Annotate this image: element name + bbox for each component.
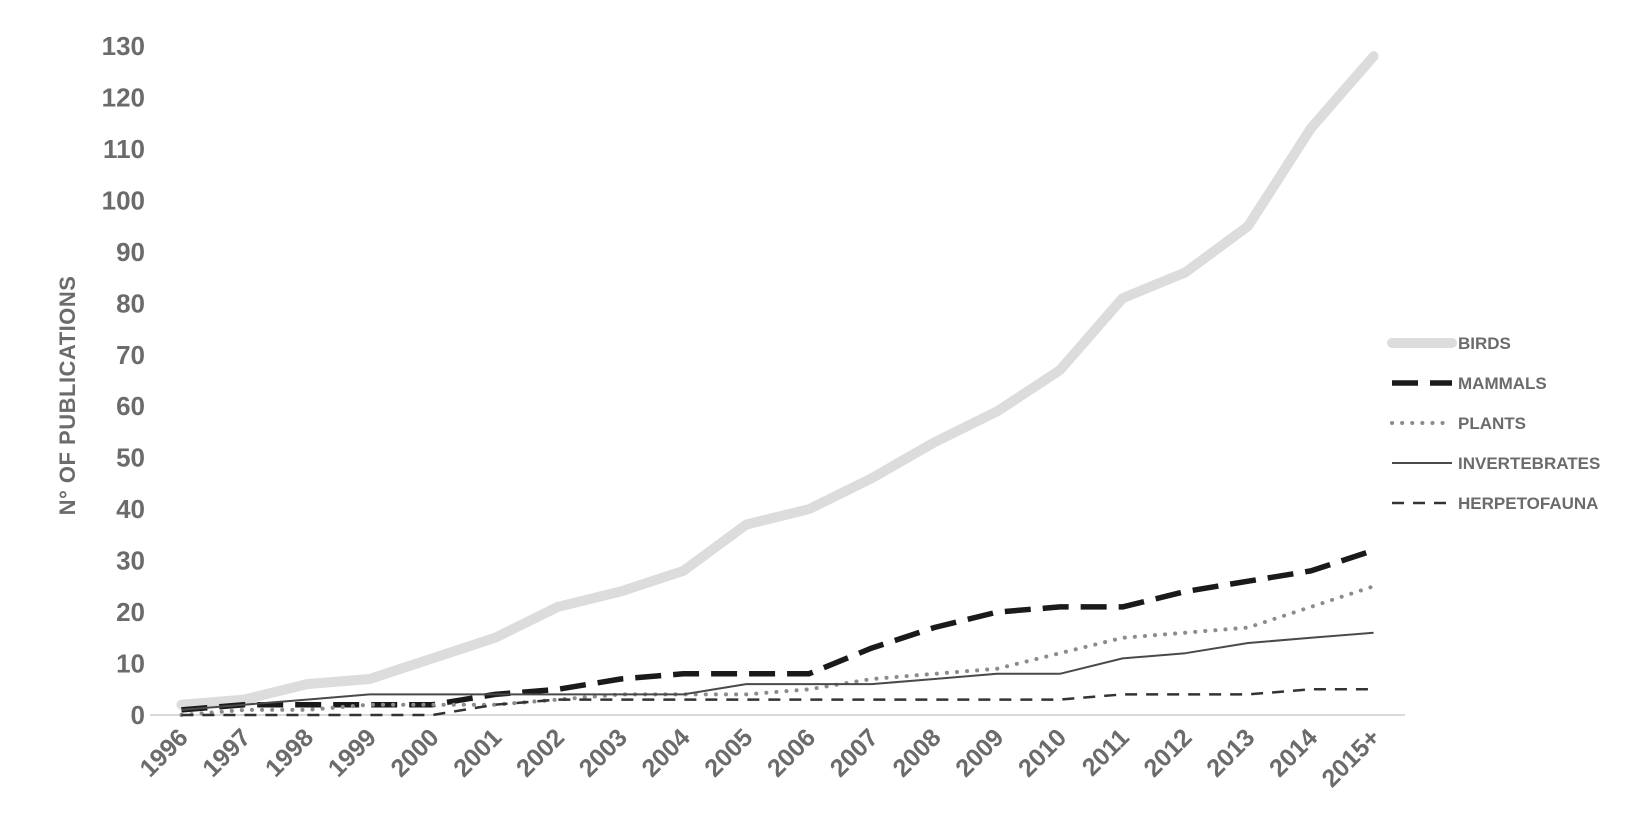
legend-label-herpetofauna: HERPETOFAUNA: [1458, 494, 1598, 513]
x-tick-label: 2003: [574, 723, 633, 782]
series-line-mammals: [181, 547, 1375, 713]
x-tick-label: 1996: [134, 723, 193, 782]
y-tick-label: 30: [116, 546, 145, 576]
y-axis-ticks: 0 10 20 30 40 50 60 70 80 90 100 110 120 130: [102, 31, 145, 730]
y-tick-label: 130: [102, 31, 145, 61]
x-tick-label: 2007: [825, 723, 884, 782]
x-tick-label: 2006: [762, 723, 821, 782]
y-tick-label: 80: [116, 288, 145, 318]
x-tick-label: 1999: [323, 723, 382, 782]
x-tick-label: 2013: [1201, 723, 1260, 782]
x-tick-label: 2012: [1138, 723, 1197, 782]
y-tick-label: 10: [116, 649, 145, 679]
y-tick-label: 40: [116, 494, 145, 524]
legend-label-birds: BIRDS: [1458, 334, 1511, 353]
x-tick-label: 1997: [197, 723, 256, 782]
x-tick-label: 2008: [887, 723, 946, 782]
y-tick-label: 60: [116, 391, 145, 421]
x-tick-label: 2000: [385, 723, 444, 782]
y-tick-label: 0: [131, 700, 145, 730]
y-tick-label: 110: [103, 134, 145, 164]
x-axis-ticks: 1996 1997 1998 1999 2000 2001 2002 2003 2004 2005…: [134, 723, 1385, 793]
y-tick-label: 50: [116, 443, 145, 473]
series-line-plants: [179, 584, 1376, 717]
y-tick-label: 120: [102, 82, 145, 112]
series-line-invertebrates: [181, 631, 1374, 711]
series-lines: [176, 51, 1379, 717]
x-tick-label: 2005: [699, 723, 758, 782]
x-tick-label: 2001: [448, 723, 507, 782]
x-tick-label: 2015+: [1316, 723, 1385, 792]
legend-label-invertebrates: INVERTEBRATES: [1458, 454, 1600, 473]
legend-label-mammals: MAMMALS: [1458, 374, 1547, 393]
y-tick-label: 90: [116, 237, 145, 267]
y-axis-title: N° OF PUBLICATIONS: [55, 276, 80, 516]
legend: BIRDS MAMMALS PLANTS INVERTEBRATES HERPETOFA…: [1387, 334, 1600, 513]
x-tick-label: 2004: [636, 723, 695, 782]
x-tick-label: 2009: [950, 723, 1009, 782]
x-tick-label: 1998: [260, 723, 319, 782]
y-tick-label: 20: [116, 597, 145, 627]
x-tick-label: 2010: [1013, 723, 1072, 782]
y-tick-label: 100: [102, 185, 145, 215]
x-tick-label: 2011: [1077, 723, 1135, 781]
y-tick-label: 70: [116, 340, 145, 370]
x-tick-label: 2002: [511, 723, 570, 782]
legend-label-plants: PLANTS: [1458, 414, 1526, 433]
x-tick-label: 2014: [1264, 723, 1323, 782]
series-line-herpetofauna: [181, 688, 1374, 717]
series-line-birds: [176, 51, 1379, 710]
